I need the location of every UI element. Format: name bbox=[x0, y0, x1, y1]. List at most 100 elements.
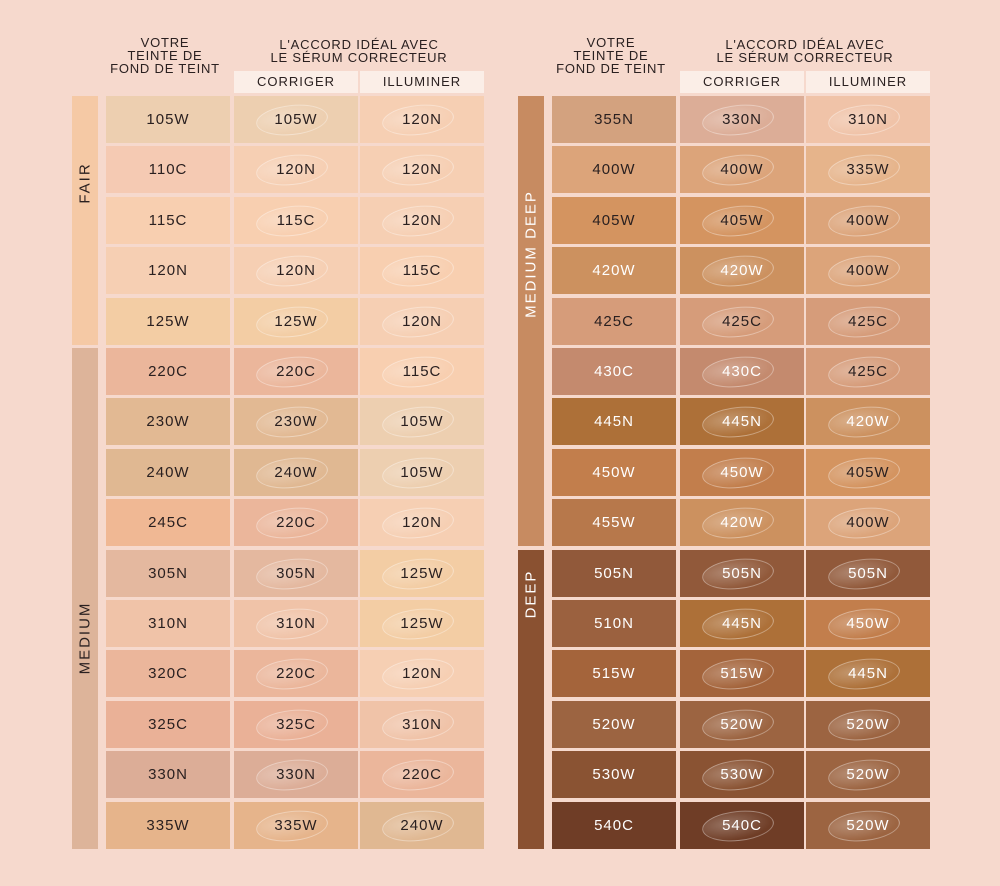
shade-code: 455W bbox=[592, 514, 636, 532]
accord-ideal-header: L'ACCORD IDÉAL AVEC LE SÉRUM CORRECTEUR bbox=[716, 37, 894, 65]
shade-code: 425C bbox=[594, 312, 634, 330]
shade-code: 515W bbox=[592, 665, 636, 683]
corriger-cell: 120N bbox=[234, 247, 358, 295]
shade-code: 125W bbox=[274, 312, 318, 330]
illuminer-cell: 120N bbox=[360, 196, 484, 244]
votre-teinte-cell: 540C bbox=[552, 801, 676, 849]
corriger-cell: 405W bbox=[680, 196, 804, 244]
shade-code: 420W bbox=[592, 262, 636, 280]
shade-code: 400W bbox=[846, 514, 890, 532]
votre-teinte-cell: 425C bbox=[552, 297, 676, 345]
votre-teinte-cell: 120N bbox=[106, 247, 230, 295]
corriger-cell: 115C bbox=[234, 196, 358, 244]
illuminer-cell: 335W bbox=[806, 146, 930, 194]
shade-code: 445N bbox=[594, 413, 634, 431]
shade-code: 115C bbox=[402, 262, 442, 280]
corriger-cell: 220C bbox=[234, 499, 358, 547]
votre-teinte-cell: 400W bbox=[552, 146, 676, 194]
shade-code: 405W bbox=[592, 211, 636, 229]
shade-code: 405W bbox=[846, 463, 890, 481]
votre-teinte-cell: 105W bbox=[106, 96, 230, 143]
corriger-cell: 445N bbox=[680, 398, 804, 446]
shade-code: 115C bbox=[402, 363, 442, 380]
votre-teinte-cell: 230W bbox=[106, 398, 230, 446]
shade-code: 330N bbox=[148, 766, 188, 784]
shade-code: 120N bbox=[402, 514, 442, 532]
shade-code: 445N bbox=[848, 665, 888, 683]
shade-code: 355N bbox=[594, 111, 634, 128]
shade-code: 520W bbox=[592, 715, 636, 733]
shade-code: 220C bbox=[402, 766, 442, 784]
corriger-cell: 450W bbox=[680, 448, 804, 496]
corriger-column-header: CORRIGER bbox=[234, 71, 358, 93]
shade-code: 120N bbox=[148, 262, 188, 280]
corriger-cell: 120N bbox=[234, 146, 358, 194]
illuminer-cell: 120N bbox=[360, 499, 484, 547]
corriger-cell: 515W bbox=[680, 650, 804, 698]
votre-teinte-cell: 245C bbox=[106, 499, 230, 547]
shade-code: 245C bbox=[148, 514, 188, 532]
illuminer-cell: 420W bbox=[806, 398, 930, 446]
tone-band-medium bbox=[72, 348, 98, 849]
shade-code: 540C bbox=[594, 816, 634, 834]
illuminer-cell: 425C bbox=[806, 348, 930, 395]
corriger-cell: 505N bbox=[680, 549, 804, 597]
corriger-cell: 520W bbox=[680, 700, 804, 748]
votre-teinte-cell: 110C bbox=[106, 146, 230, 194]
illuminer-cell: 310N bbox=[806, 96, 930, 143]
shade-code: 430C bbox=[722, 363, 762, 380]
shade-code: 220C bbox=[276, 514, 316, 532]
tone-band-medium-deep bbox=[518, 96, 544, 547]
shade-code: 400W bbox=[592, 161, 636, 179]
corriger-cell: 540C bbox=[680, 801, 804, 849]
votre-teinte-cell: 335W bbox=[106, 801, 230, 849]
shade-code: 520W bbox=[720, 715, 764, 733]
votre-teinte-cell: 310N bbox=[106, 600, 230, 647]
tone-band-label-text: MEDIUM DEEP bbox=[522, 189, 540, 318]
tone-band-deep bbox=[518, 549, 544, 849]
shade-code: 515W bbox=[720, 665, 764, 683]
shade-code: 530W bbox=[592, 766, 636, 784]
tone-band-label-text: FAIR bbox=[76, 162, 94, 204]
shade-code: 505N bbox=[848, 564, 888, 582]
shade-code: 120N bbox=[402, 211, 442, 229]
shade-code: 425C bbox=[722, 312, 762, 330]
shade-code: 105W bbox=[274, 111, 318, 128]
votre-teinte-cell: 515W bbox=[552, 650, 676, 698]
tone-band-label-text: DEEP bbox=[522, 570, 540, 619]
corriger-cell: 220C bbox=[234, 650, 358, 698]
votre-teinte-cell: 445N bbox=[552, 398, 676, 446]
shade-code: 230W bbox=[146, 413, 190, 431]
votre-teinte-header: VOTRE TEINTE DE FOND DE TEINT bbox=[556, 35, 666, 76]
shade-code: 220C bbox=[276, 665, 316, 683]
illuminer-cell: 125W bbox=[360, 600, 484, 647]
illuminer-cell: 310N bbox=[360, 700, 484, 748]
illuminer-column-header: ILLUMINER bbox=[806, 71, 930, 93]
shade-code: 125W bbox=[400, 615, 444, 632]
shade-code: 310N bbox=[848, 111, 888, 128]
illuminer-cell: 450W bbox=[806, 600, 930, 647]
fair-medium-panel: VOTRE TEINTE DE FOND DE TEINT L'ACCORD I… bbox=[72, 30, 484, 850]
shade-code: 510N bbox=[594, 615, 634, 632]
shade-code: 420W bbox=[720, 262, 764, 280]
shade-code: 400W bbox=[846, 211, 890, 229]
votre-teinte-cell: 355N bbox=[552, 96, 676, 143]
votre-teinte-header: VOTRE TEINTE DE FOND DE TEINT bbox=[110, 35, 220, 76]
shade-code: 420W bbox=[846, 413, 890, 431]
corriger-cell: 240W bbox=[234, 448, 358, 496]
votre-teinte-cell: 420W bbox=[552, 247, 676, 295]
shade-code: 425C bbox=[848, 363, 888, 380]
shade-code: 120N bbox=[402, 312, 442, 330]
shade-code: 330N bbox=[722, 111, 762, 128]
corriger-cell: 420W bbox=[680, 499, 804, 547]
illuminer-cell: 105W bbox=[360, 398, 484, 446]
shade-code: 105W bbox=[400, 463, 444, 481]
corriger-cell: 400W bbox=[680, 146, 804, 194]
shade-code: 450W bbox=[846, 615, 890, 632]
shade-code: 310N bbox=[148, 615, 188, 632]
shade-code: 540C bbox=[722, 816, 762, 834]
shade-code: 505N bbox=[722, 564, 762, 582]
shade-code: 425C bbox=[848, 312, 888, 330]
votre-teinte-cell: 115C bbox=[106, 196, 230, 244]
corriger-cell: 305N bbox=[234, 549, 358, 597]
